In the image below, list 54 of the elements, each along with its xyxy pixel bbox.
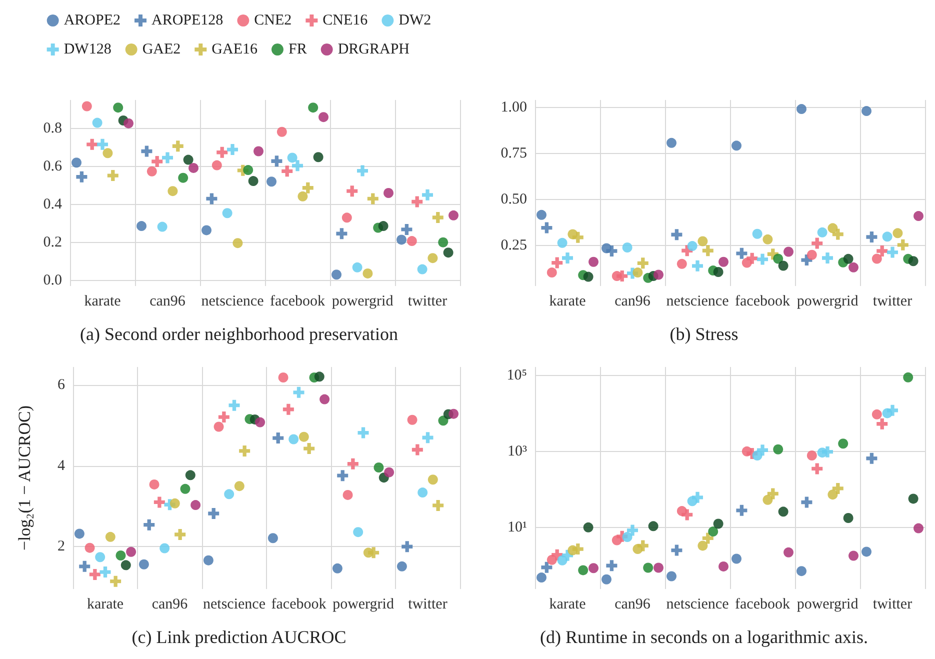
y-tick-label: 0.8 [43, 120, 62, 136]
y-tick-label: 0.2 [43, 234, 62, 250]
x-tick-label: netscience [666, 596, 730, 612]
y-axis-title: −log₂(1 − AUCROC) [15, 405, 34, 551]
x-tick-label: karate [549, 294, 586, 310]
legend-label: AROPE2 [64, 12, 121, 28]
y-tick-label: 0.25 [500, 237, 527, 254]
x-tick-label: can96 [614, 596, 651, 612]
x-tick-label: twitter [872, 596, 912, 612]
x-tick-label: twitter [408, 294, 448, 310]
y-tick-label: 0.0 [43, 272, 62, 288]
x-tick-label: facebook [735, 596, 790, 612]
y-tick-label: 1.00 [500, 99, 527, 116]
legend-label: CNE2 [254, 12, 292, 28]
x-tick-label: powergrid [332, 294, 394, 310]
legend-label: DW2 [398, 12, 432, 28]
x-tick-label: netscience [666, 294, 730, 310]
y-tick-label: 10⁵ [506, 367, 527, 384]
x-tick-label: twitter [872, 294, 912, 310]
legend-label: CNE16 [322, 12, 368, 28]
x-tick-label: powergrid [796, 596, 859, 612]
y-tick-label: 0.50 [500, 191, 527, 208]
legend-label: GAE16 [212, 42, 258, 58]
x-tick-label: powergrid [796, 294, 859, 310]
x-tick-label: facebook [270, 294, 326, 310]
legend-label: DW128 [64, 42, 112, 58]
y-tick-label: 2 [58, 538, 65, 555]
x-tick-label: powergrid [332, 596, 394, 612]
x-tick-label: facebook [735, 294, 790, 310]
y-tick-label: 10³ [508, 443, 528, 460]
legend-label: DRGRAPH [338, 42, 410, 58]
y-tick-label: 4 [58, 458, 66, 474]
y-tick-label: 0.4 [43, 196, 62, 212]
x-tick-label: netscience [203, 596, 266, 612]
text: (d) Runtime in seconds on a logarithmic axis. [540, 627, 868, 647]
text: (c) Link prediction AUCROC [132, 627, 346, 647]
x-tick-label: netscience [201, 294, 264, 310]
x-tick-label: karate [549, 596, 586, 612]
legend-label: AROPE128 [152, 12, 224, 28]
text: (a) Second order neighborhood preservation [80, 324, 398, 344]
x-tick-label: karate [86, 596, 124, 612]
legend-label: FR [288, 42, 307, 58]
x-tick-label: can96 [614, 294, 651, 310]
y-tick-label: 10¹ [508, 519, 527, 536]
y-tick-label: 0.75 [500, 145, 527, 162]
x-tick-label: can96 [150, 294, 186, 310]
x-tick-label: can96 [152, 596, 188, 612]
text: (b) Stress [670, 324, 738, 344]
y-tick-label: 6 [58, 377, 66, 394]
legend-label: GAE2 [142, 42, 181, 58]
x-tick-label: twitter [408, 596, 448, 612]
x-tick-label: karate [84, 294, 122, 310]
x-tick-label: facebook [271, 596, 327, 612]
y-tick-label: 0.6 [43, 158, 62, 174]
